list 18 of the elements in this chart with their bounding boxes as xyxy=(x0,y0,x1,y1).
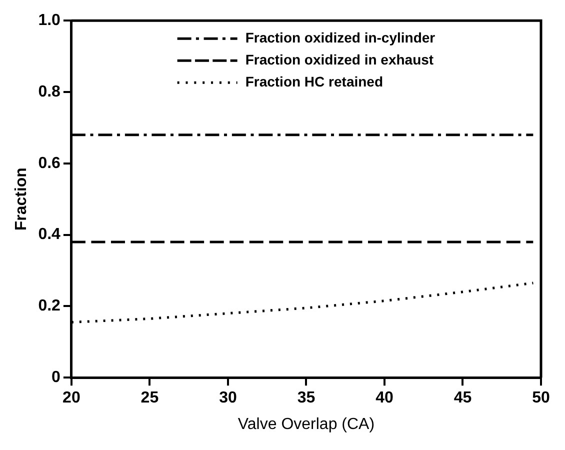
x-tick-label: 40 xyxy=(376,390,394,407)
legend-label: Fraction oxidized in exhaust xyxy=(245,51,434,68)
x-tick-label: 35 xyxy=(297,390,316,407)
y-tick-label: 1.0 xyxy=(38,12,61,30)
y-tick-label: 0.4 xyxy=(38,226,61,244)
x-axis-title: Valve Overlap (CA) xyxy=(238,416,375,433)
y-tick-label: 0.2 xyxy=(38,298,61,315)
y-tick-label: 0 xyxy=(52,369,61,386)
x-tick-label: 20 xyxy=(62,390,80,407)
x-tick-label: 25 xyxy=(140,390,159,407)
y-axis-title: Fraction xyxy=(13,168,30,231)
legend-label: Fraction oxidized in-cylinder xyxy=(245,29,436,46)
y-tick-label: 0.6 xyxy=(38,154,61,172)
x-tick-label: 45 xyxy=(454,390,472,407)
y-tick-label: 0.8 xyxy=(38,83,61,100)
x-tick-label: 30 xyxy=(219,390,237,407)
x-tick-label: 50 xyxy=(532,390,550,407)
legend-label: Fraction HC retained xyxy=(245,73,384,90)
